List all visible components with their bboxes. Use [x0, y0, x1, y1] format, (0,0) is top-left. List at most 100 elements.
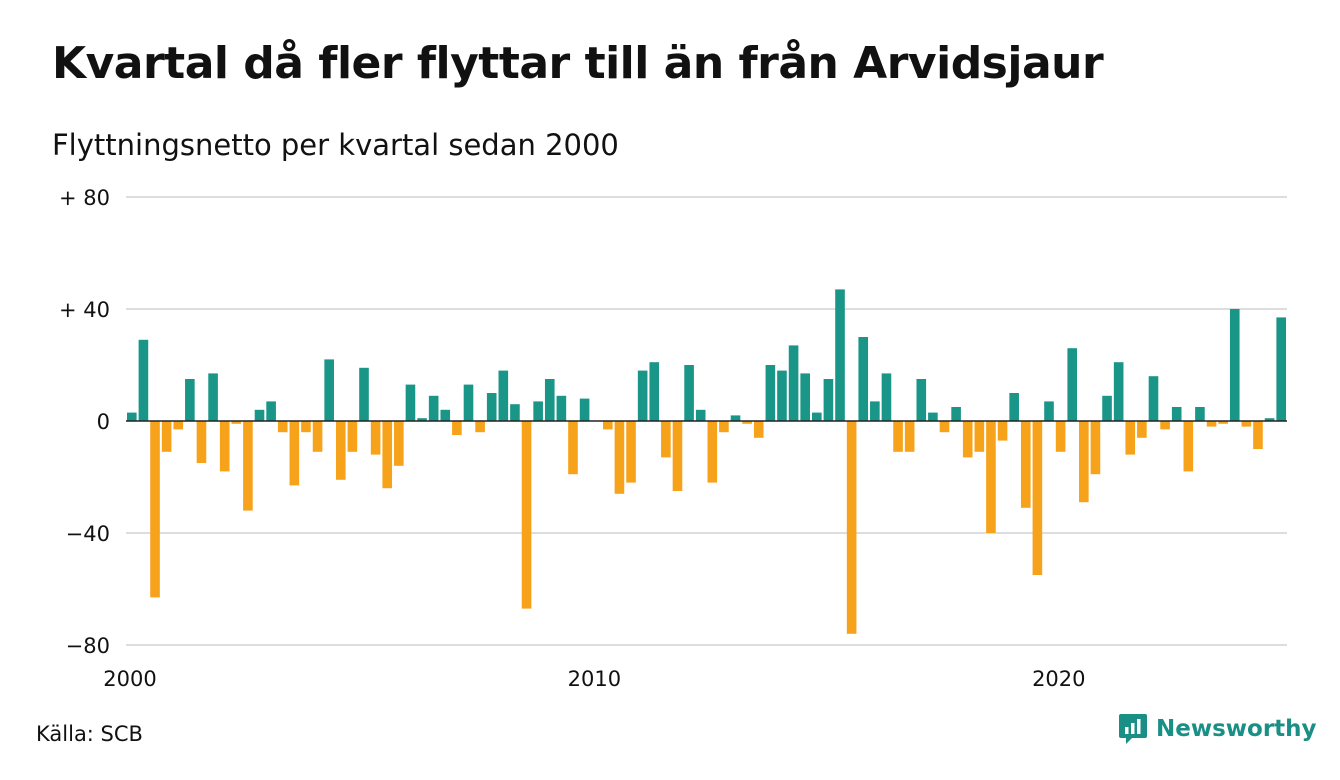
bar: [405, 384, 416, 421]
bar: [939, 421, 950, 433]
bar: [312, 421, 323, 452]
bar: [1079, 421, 1089, 503]
bar: [277, 421, 288, 433]
bar: [231, 421, 242, 424]
bar: [208, 373, 218, 421]
bar: [730, 415, 741, 421]
bar: [811, 412, 822, 421]
y-tick-label: −80: [66, 634, 110, 658]
bar: [266, 401, 276, 421]
bar: [161, 421, 172, 452]
bar: [788, 345, 799, 421]
bar: [544, 379, 555, 421]
bar: [707, 421, 718, 483]
bar: [672, 421, 683, 491]
grid-lines: [126, 196, 1287, 646]
x-tick-label: 2020: [1032, 667, 1085, 691]
bar: [661, 421, 671, 458]
bar: [1183, 421, 1194, 472]
bar: [1113, 362, 1124, 421]
bar: [637, 370, 648, 421]
x-tick-label: 2010: [568, 667, 621, 691]
bar: [986, 421, 996, 533]
x-tick-label: 2000: [103, 667, 156, 691]
bar: [1171, 407, 1182, 421]
bar: [533, 401, 543, 421]
bar: [1009, 393, 1019, 421]
x-axis-ticks: 2000 2010 2020: [103, 667, 1085, 691]
bar: [695, 409, 706, 421]
bar: [359, 367, 369, 421]
bar: [916, 379, 927, 421]
bar: [1102, 395, 1112, 421]
bar: [614, 421, 625, 494]
bar: [428, 395, 439, 421]
bar: [370, 421, 381, 455]
bar: [1229, 309, 1240, 421]
bar: [1032, 421, 1043, 575]
chart-subtitle: Flyttningsnetto per kvartal sedan 2000: [52, 128, 619, 162]
bar: [475, 421, 485, 433]
bar: [881, 373, 892, 421]
bar: [823, 379, 834, 421]
bar: [1218, 421, 1228, 424]
bar: [452, 421, 462, 435]
bar: [510, 404, 520, 421]
bar: [719, 421, 729, 433]
bar: [440, 409, 451, 421]
bar: [579, 398, 590, 421]
bar: [800, 373, 810, 421]
bar: [150, 421, 160, 598]
bar: [1241, 421, 1252, 427]
y-tick-label: −40: [66, 522, 110, 546]
bar: [347, 421, 358, 452]
bar: [753, 421, 764, 438]
bar: [765, 365, 776, 421]
bar: [1253, 421, 1263, 449]
bar: [382, 421, 393, 489]
bar: [568, 421, 578, 475]
y-axis-ticks: + 80 + 40 0 −40 −80: [59, 186, 110, 658]
bar: [486, 393, 497, 421]
bar: [219, 421, 230, 472]
bar: [1055, 421, 1066, 452]
bar: [1020, 421, 1031, 508]
bar: [893, 421, 903, 452]
bar: [1195, 407, 1205, 421]
bar: [974, 421, 985, 452]
bar: [835, 289, 845, 421]
bar: [1137, 421, 1147, 438]
bar: [289, 421, 300, 486]
bar: [1160, 421, 1170, 430]
y-tick-label: + 40: [59, 298, 110, 322]
bar: [904, 421, 915, 452]
bar: [254, 409, 265, 421]
bar: [777, 370, 787, 421]
bar: [301, 421, 311, 433]
y-tick-label: 0: [97, 410, 110, 434]
newsworthy-logo-icon: [1119, 714, 1147, 744]
bar: [1276, 317, 1286, 421]
bar: [1148, 376, 1159, 421]
brand[interactable]: Newsworthy: [1118, 712, 1317, 746]
bar: [498, 370, 509, 421]
source-label: Källa: SCB: [36, 722, 143, 746]
bar: [962, 421, 973, 458]
bar: [626, 421, 636, 483]
bar: [1090, 421, 1101, 475]
bar: [521, 421, 532, 609]
bar: [742, 421, 752, 424]
bar: [928, 412, 938, 421]
bar: [858, 337, 869, 421]
bar: [324, 359, 334, 421]
bar: [127, 412, 137, 421]
bar: [196, 421, 207, 463]
bar: [1044, 401, 1054, 421]
bar: [463, 384, 474, 421]
bar: [1067, 348, 1078, 421]
bar: [684, 365, 694, 421]
bar: [394, 421, 404, 466]
bar: [185, 379, 195, 421]
bar: [335, 421, 346, 480]
